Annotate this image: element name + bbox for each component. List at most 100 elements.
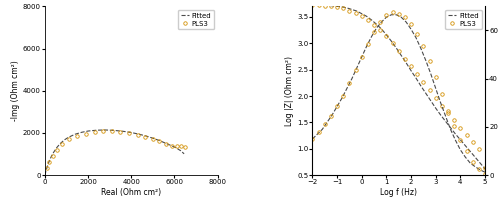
Fitted: [181, 153, 187, 155]
Fitted: [398, 54, 404, 57]
Fitted: [174, 147, 180, 149]
Fitted: [339, 5, 345, 8]
Fitted: [384, 34, 390, 36]
Fitted: [432, 107, 438, 109]
Fitted: [334, 5, 340, 8]
Line: PLS3: PLS3: [310, 3, 486, 170]
Fitted: [54, 146, 60, 149]
PLS3: [439, 104, 445, 107]
PLS3: [46, 161, 52, 164]
Y-axis label: -Img (Ohm cm²): -Img (Ohm cm²): [11, 60, 20, 121]
Fitted: [354, 10, 360, 12]
Fitted: [150, 137, 156, 139]
Fitted: [438, 114, 444, 116]
Fitted: [482, 168, 488, 170]
Fitted: [94, 129, 100, 131]
PLS3: [178, 145, 184, 147]
PLS3: [482, 167, 488, 170]
Fitted: [413, 77, 419, 79]
Fitted: [329, 5, 335, 7]
Fitted: [170, 145, 175, 147]
PLS3: [50, 155, 56, 157]
PLS3: [54, 149, 60, 151]
PLS3: [83, 133, 89, 135]
PLS3: [426, 89, 432, 92]
PLS3: [134, 134, 140, 136]
PLS3: [377, 29, 383, 31]
PLS3: [60, 143, 66, 145]
Fitted: [62, 139, 68, 141]
PLS3: [322, 5, 328, 7]
Fitted: [349, 8, 355, 11]
X-axis label: Log f (Hz): Log f (Hz): [380, 188, 417, 197]
PLS3: [334, 6, 340, 9]
PLS3: [316, 4, 322, 7]
Fitted: [102, 129, 108, 131]
PLS3: [476, 148, 482, 151]
PLS3: [74, 135, 80, 137]
Fitted: [442, 120, 448, 123]
Fitted: [45, 162, 51, 165]
PLS3: [44, 166, 50, 169]
Fitted: [477, 162, 483, 164]
Fitted: [462, 144, 468, 147]
Fitted: [178, 150, 184, 152]
PLS3: [66, 138, 71, 141]
Line: Fitted: Fitted: [45, 130, 184, 175]
PLS3: [328, 5, 334, 8]
PLS3: [470, 141, 476, 143]
PLS3: [464, 133, 469, 136]
Fitted: [43, 169, 49, 172]
PLS3: [365, 19, 371, 21]
PLS3: [371, 24, 377, 26]
Fitted: [72, 133, 78, 135]
Fitted: [374, 23, 380, 26]
Fitted: [85, 130, 91, 132]
Fitted: [452, 133, 458, 135]
Legend: Fitted, PLS3: Fitted, PLS3: [178, 10, 214, 30]
PLS3: [458, 126, 464, 129]
Fitted: [428, 99, 434, 102]
Fitted: [418, 85, 424, 87]
Fitted: [46, 159, 52, 161]
Fitted: [111, 129, 117, 132]
PLS3: [118, 130, 124, 133]
Fitted: [137, 133, 143, 136]
Fitted: [423, 92, 429, 95]
PLS3: [414, 73, 420, 76]
PLS3: [126, 132, 132, 134]
Legend: Fitted, PLS3: Fitted, PLS3: [445, 10, 482, 30]
Fitted: [310, 4, 316, 6]
Fitted: [57, 142, 63, 145]
PLS3: [182, 146, 188, 149]
Fitted: [42, 172, 48, 174]
PLS3: [142, 136, 148, 138]
PLS3: [156, 140, 162, 143]
Fitted: [388, 40, 394, 42]
Line: Fitted: Fitted: [312, 5, 485, 169]
PLS3: [359, 15, 365, 18]
Fitted: [344, 7, 350, 9]
Fitted: [472, 156, 478, 158]
Fitted: [120, 130, 126, 133]
Fitted: [314, 4, 320, 6]
PLS3: [310, 4, 316, 6]
Fitted: [163, 142, 169, 145]
Fitted: [66, 136, 71, 138]
Fitted: [44, 166, 50, 168]
PLS3: [174, 145, 180, 147]
PLS3: [432, 97, 438, 99]
Fitted: [78, 131, 84, 134]
Fitted: [467, 150, 473, 153]
Fitted: [128, 131, 134, 134]
PLS3: [92, 131, 98, 134]
Y-axis label: Log |Z| (Ohm cm²): Log |Z| (Ohm cm²): [286, 56, 294, 126]
PLS3: [390, 42, 396, 45]
Fitted: [364, 15, 370, 18]
Fitted: [144, 135, 150, 137]
PLS3: [420, 81, 426, 84]
Line: PLS3: PLS3: [46, 129, 187, 169]
Fitted: [368, 19, 374, 21]
X-axis label: Real (Ohm cm²): Real (Ohm cm²): [101, 188, 162, 197]
Fitted: [359, 12, 365, 15]
